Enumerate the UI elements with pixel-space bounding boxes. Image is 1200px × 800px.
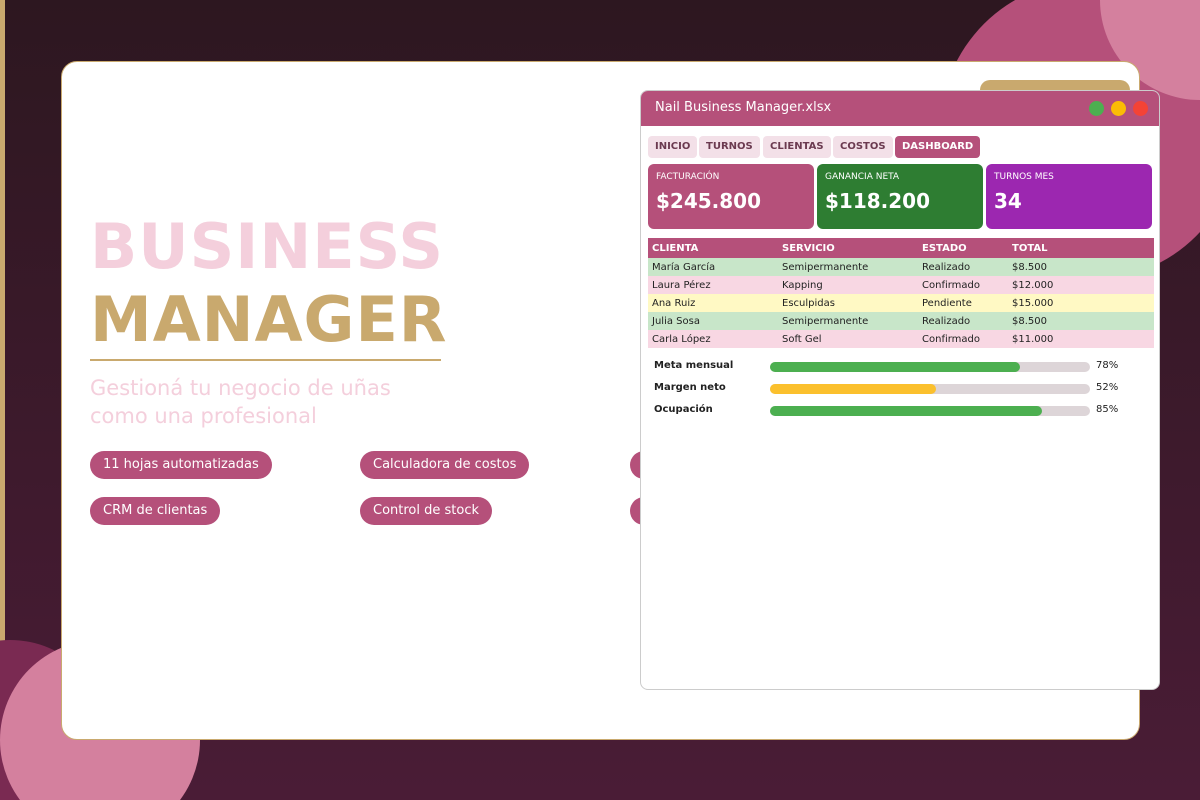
window-button[interactable] (1111, 101, 1126, 116)
feature-pill: 11 hojas automatizadas (90, 451, 272, 479)
feature-pill: Calculadora de costos (360, 451, 530, 479)
header-cell: CLIENTA (652, 243, 699, 254)
sheet-tab[interactable]: INICIO (648, 136, 698, 158)
kpi-card: FACTURACIÓN $245.800 (648, 164, 814, 229)
kpi-value: $245.800 (656, 189, 762, 213)
table-cell: Semipermanente (782, 316, 869, 327)
table-cell: Laura Pérez (652, 280, 711, 291)
table-cell: Confirmado (922, 334, 981, 345)
table-cell: Ana Ruiz (652, 298, 696, 309)
table-row: Julia Sosa Semipermanente Realizado $8.500 (648, 312, 1154, 330)
table-cell: Soft Gel (782, 334, 822, 345)
table-row: Laura Pérez Kapping Confirmado $12.000 (648, 276, 1154, 294)
table-cell: $12.000 (1012, 280, 1054, 291)
kpi-label: GANANCIA NETA (825, 172, 900, 182)
table-cell: Kapping (782, 280, 823, 291)
window-button[interactable] (1133, 101, 1148, 116)
table-row: Ana Ruiz Esculpidas Pendiente $15.000 (648, 294, 1154, 312)
header-cell: ESTADO (922, 243, 967, 254)
title: BUSINESS (90, 210, 445, 283)
window-button[interactable] (1089, 101, 1104, 116)
side-stripe (0, 0, 5, 800)
progress-value: 85% (1096, 404, 1119, 415)
table-cell: Realizado (922, 262, 971, 273)
progress-fill (770, 362, 1020, 372)
feature-pill: CRM de clientas (90, 497, 221, 525)
progress-track (770, 384, 1090, 394)
table-cell: $8.500 (1012, 316, 1047, 327)
table-header: CLIENTA SERVICIO ESTADO TOTAL (648, 238, 1154, 258)
progress-label: Meta mensual (654, 360, 734, 371)
sheet-tab[interactable]: DASHBOARD (895, 136, 981, 158)
title-bar: Nail Business Manager.xlsx (641, 91, 1159, 126)
progress-track (770, 406, 1090, 416)
table-cell: María García (652, 262, 716, 273)
table-row: María García Semipermanente Realizado $8.50… (648, 258, 1154, 276)
table-cell: $11.000 (1012, 334, 1054, 345)
kpi-value: 34 (994, 189, 1022, 213)
kpi-card: GANANCIA NETA $118.200 (817, 164, 983, 229)
table-cell: Realizado (922, 316, 971, 327)
sheet-tab[interactable]: CLIENTAS (763, 136, 831, 158)
header-cell: TOTAL (1012, 243, 1048, 254)
progress-value: 78% (1096, 360, 1119, 371)
progress-fill (770, 406, 1042, 416)
kpi-label: FACTURACIÓN (656, 172, 720, 182)
table-cell: Carla López (652, 334, 711, 345)
spreadsheet-window: Nail Business Manager.xlsx INICIO TURNOS C… (640, 90, 1160, 690)
subtitle: como una profesional (90, 404, 317, 428)
table-cell: Pendiente (922, 298, 972, 309)
table-cell: Semipermanente (782, 262, 869, 273)
table-row: Carla López Soft Gel Confirmado $11.000 (648, 330, 1154, 348)
table-cell: $8.500 (1012, 262, 1047, 273)
table-cell: Confirmado (922, 280, 981, 291)
progress-label: Ocupación (654, 404, 713, 415)
progress-value: 52% (1096, 382, 1119, 393)
table-cell: Esculpidas (782, 298, 835, 309)
subtitle: Gestioná tu negocio de uñas (90, 376, 391, 400)
divider (90, 359, 441, 361)
kpi-value: $118.200 (825, 189, 931, 213)
feature-pill: Control de stock (360, 497, 493, 525)
progress-fill (770, 384, 937, 394)
table-cell: Julia Sosa (652, 316, 700, 327)
window-title: Nail Business Manager.xlsx (655, 100, 832, 115)
sheet-tab[interactable]: TURNOS (699, 136, 760, 158)
kpi-label: TURNOS MES (994, 172, 1054, 182)
table-cell: $15.000 (1012, 298, 1054, 309)
kpi-card: TURNOS MES 34 (986, 164, 1152, 229)
progress-track (770, 362, 1090, 372)
title: MANAGER (90, 283, 448, 356)
header-cell: SERVICIO (782, 243, 835, 254)
progress-label: Margen neto (654, 382, 726, 393)
sheet-tab[interactable]: COSTOS (833, 136, 893, 158)
